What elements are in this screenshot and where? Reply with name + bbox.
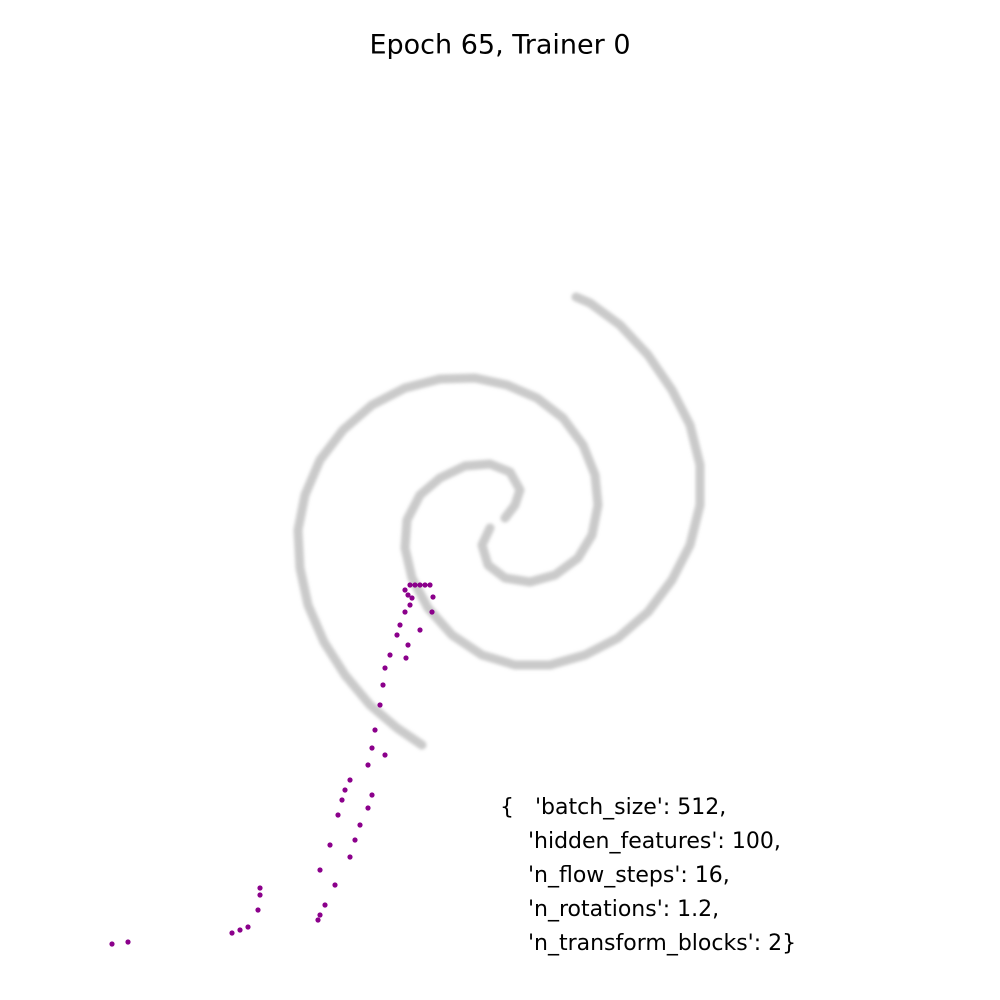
annotation: { 'batch_size': 512, 'hidden_features': … (500, 795, 796, 956)
point (352, 837, 358, 843)
point (382, 752, 388, 758)
data-band (400, 292, 705, 670)
point (412, 582, 418, 588)
point (257, 892, 263, 898)
annotation-line: { 'batch_size': 512, (500, 795, 726, 820)
point (317, 912, 323, 918)
point (357, 822, 363, 828)
point (394, 632, 400, 638)
point (339, 797, 345, 803)
plot-area (109, 292, 705, 947)
point (429, 609, 435, 615)
point (409, 595, 415, 601)
point (347, 777, 353, 783)
data-band (293, 373, 603, 750)
point (377, 702, 383, 708)
point (380, 682, 386, 688)
point (403, 655, 409, 661)
point (255, 907, 261, 913)
point (229, 930, 235, 936)
point (237, 927, 243, 933)
point (427, 582, 433, 588)
chart-title: Epoch 65, Trainer 0 (369, 30, 630, 61)
point (417, 582, 423, 588)
point (327, 842, 333, 848)
point (369, 745, 375, 751)
point (322, 902, 328, 908)
point (342, 787, 348, 793)
point (365, 805, 371, 811)
point (407, 602, 413, 608)
annotation-line: 'n_flow_steps': 16, (500, 863, 730, 888)
point (315, 917, 321, 923)
point (382, 665, 388, 671)
point (397, 622, 403, 628)
annotation-line: 'n_transform_blocks': 2} (500, 931, 796, 956)
point (387, 652, 393, 658)
point (245, 924, 251, 930)
annotation-line: 'n_rotations': 1.2, (500, 897, 719, 922)
point (422, 582, 428, 588)
point (257, 885, 263, 891)
point (402, 587, 408, 593)
point (372, 727, 378, 733)
point (407, 582, 413, 588)
annotation-line: 'hidden_features': 100, (500, 829, 781, 854)
point (125, 939, 131, 945)
point (365, 762, 371, 768)
point (405, 592, 411, 598)
point (109, 941, 115, 947)
point (347, 854, 353, 860)
point (332, 882, 338, 888)
point (405, 642, 411, 648)
point (317, 867, 323, 873)
point (335, 812, 341, 818)
point (430, 594, 436, 600)
point (402, 609, 408, 615)
point (417, 627, 423, 633)
point (369, 792, 375, 798)
